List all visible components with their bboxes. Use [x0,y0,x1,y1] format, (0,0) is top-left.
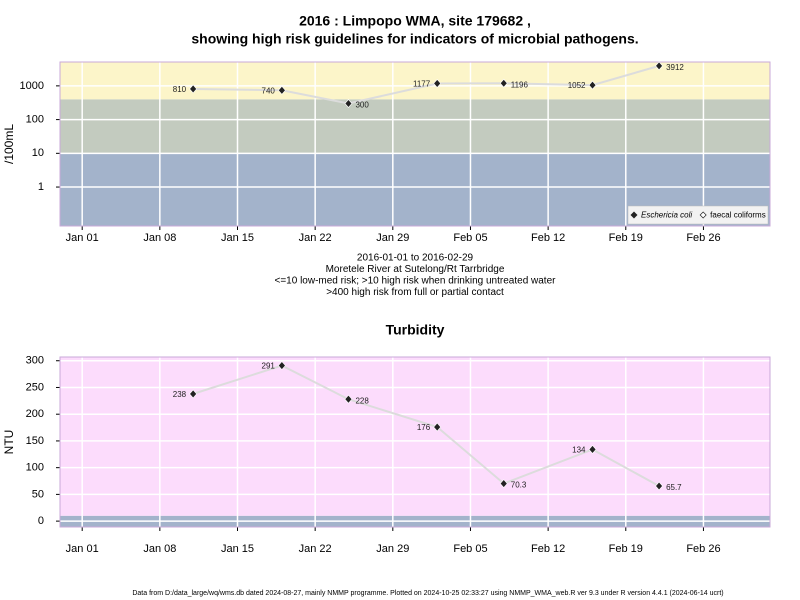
data-point [655,481,663,491]
x-tick-label: Feb 19 [609,543,643,555]
y-axis-label: /100mL [2,124,16,164]
chart-title: 2016 : Limpopo WMA, site 179682 , [299,13,531,29]
x-tick-label: Jan 08 [143,543,176,555]
value-label: 238 [173,390,187,399]
chart-title: showing high risk guidelines for indicat… [191,31,638,47]
data-point [499,78,508,88]
note: 2016-01-01 to 2016-02-29 [357,253,474,264]
x-tick-label: Jan 01 [66,232,99,244]
risk-band [60,357,770,516]
data-point [433,422,442,432]
y-tick-label: 100 [26,462,44,474]
y-tick-label: 10 [32,147,44,159]
risk-band [60,99,770,154]
x-tick-label: Jan 22 [299,232,332,244]
y-tick-label: 1000 [20,80,44,92]
x-tick-label: Feb 26 [686,232,720,244]
note: Moretele River at Sutelong/Rt Tarrbridge [326,264,505,275]
legend-marker [630,211,638,219]
legend-marker [699,211,707,219]
x-tick-label: Jan 22 [299,543,332,555]
value-label: 176 [417,423,431,432]
y-axis-label: NTU [2,430,16,455]
x-tick-label: Feb 05 [453,543,487,555]
x-tick-label: Feb 26 [686,543,720,555]
y-tick-label: 200 [26,408,44,420]
data-point [499,479,508,488]
y-tick-label: 0 [38,515,44,527]
value-label: 65.7 [666,483,682,492]
data-point [433,79,442,88]
chart-title: Turbidity [386,322,445,338]
data-point [588,80,597,90]
legend-label: Eschericia coli [641,211,692,220]
note: <=10 low-med risk; >10 high risk when dr… [275,276,557,287]
data-point [344,394,353,404]
legend-label: faecal coliforms [710,211,766,220]
y-tick-label: 250 [26,381,44,393]
data-point [189,389,198,399]
note: >400 high risk from full or partial cont… [326,287,504,298]
value-label: 1196 [511,80,529,89]
value-label: 740 [262,86,276,95]
plot-border [59,356,771,528]
footer: Data from D:/data_large/wq/wms.db dated … [132,590,723,597]
x-tick-label: Jan 29 [376,543,409,555]
data-point [655,61,663,71]
data-point [277,85,286,95]
x-tick-label: Jan 29 [376,232,409,244]
y-tick-label: 150 [26,435,44,447]
x-tick-label: Feb 12 [531,543,565,555]
y-tick-label: 300 [26,355,44,367]
legend-box [627,205,769,225]
value-label: 1052 [568,81,586,90]
value-label: 291 [262,362,276,371]
y-tick-label: 100 [26,113,44,125]
x-tick-label: Jan 15 [221,543,254,555]
value-label: 810 [173,85,187,94]
data-point [189,84,198,94]
value-label: 70.3 [511,481,527,490]
x-tick-label: Jan 08 [143,232,176,244]
data-point [588,445,597,454]
data-point [344,99,353,108]
data-point [277,361,286,371]
x-tick-label: Feb 19 [609,232,643,244]
x-tick-label: Jan 01 [66,543,99,555]
value-label: 3912 [666,63,684,72]
x-tick-label: Jan 15 [221,232,254,244]
value-label: 134 [572,446,586,455]
plot-border [59,61,771,227]
y-tick-label: 1 [38,181,44,193]
x-tick-label: Feb 12 [531,232,565,244]
x-tick-label: Feb 05 [453,232,487,244]
y-tick-label: 50 [32,488,44,500]
value-label: 228 [355,396,369,405]
value-label: 1177 [413,80,431,89]
value-label: 300 [355,101,369,110]
